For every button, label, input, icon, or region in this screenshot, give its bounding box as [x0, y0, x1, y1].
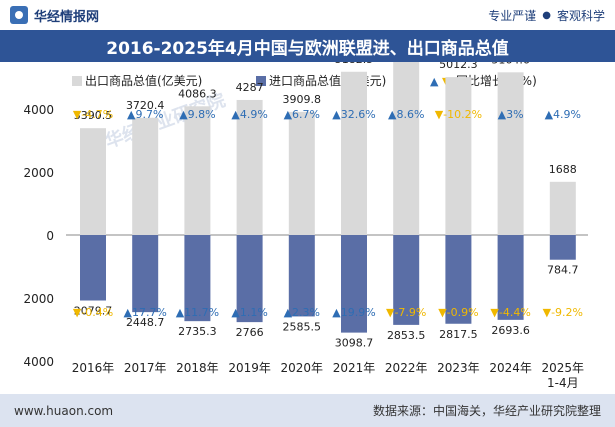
import-growth-label: ▼-0.9% [438, 306, 478, 319]
import-value-label: 2766 [236, 326, 264, 339]
y-tick-label: 4000 [23, 355, 54, 369]
export-growth-label: ▲9.8% [179, 108, 215, 121]
x-category-label: 2016年 [72, 361, 115, 375]
brand-logo-icon [10, 6, 28, 24]
import-bar [393, 235, 420, 325]
chart-title: 2016-2025年4月中国与欧洲联盟进、出口商品总值 [106, 38, 509, 59]
legend-export-swatch [72, 76, 82, 86]
import-value-label: 2585.5 [283, 320, 322, 333]
import-bar [445, 235, 472, 324]
y-tick-label: 0 [46, 229, 54, 243]
y-tick-label: 2000 [23, 292, 54, 306]
y-tick-label: 2000 [23, 166, 54, 180]
export-value-label: 3720.4 [126, 99, 165, 112]
legend-export-label: 出口商品总值(亿美元) [85, 73, 202, 88]
export-growth-label: ▼-10.2% [435, 108, 482, 121]
legend-up-triangle: ▲ [430, 75, 439, 88]
footer-source: 数据来源：中国海关，华经产业研究院整理 [372, 404, 601, 418]
import-value-label: 2079.7 [74, 305, 113, 318]
legend-import-label: 进口商品总值(亿美元) [269, 73, 386, 88]
import-growth-label: ▲17.7% [123, 306, 166, 319]
separator-dot: ● [542, 9, 551, 21]
import-value-label: 2853.5 [387, 329, 426, 342]
export-bar [445, 77, 472, 235]
import-bar [288, 235, 315, 317]
import-bar [132, 235, 159, 313]
import-value-label: 2693.6 [491, 324, 530, 337]
export-bar [497, 72, 524, 236]
chart: 出口商品总值(亿美元)进口商品总值(亿美元)▲▼同比增长率(%)80006000… [23, 62, 588, 390]
x-category-label: 2023年 [437, 361, 480, 375]
export-bar [184, 106, 211, 235]
top-bar: 华经情报网 专业严谨 ● 客观科学 [0, 0, 615, 30]
x-category-label: 2021年 [333, 361, 376, 375]
brand: 华经情报网 [10, 6, 99, 25]
export-value-label: 3909.8 [283, 93, 322, 106]
export-bar [549, 181, 576, 235]
footer: www.huaon.com 数据来源：中国海关，华经产业研究院整理 [0, 394, 615, 427]
export-growth-label: ▲4.9% [545, 108, 581, 121]
export-growth-label: ▼-4.7% [73, 108, 113, 121]
tag-objective: 客观科学 [556, 8, 605, 23]
export-bar [236, 99, 263, 235]
export-value-label: 5164.6 [491, 62, 530, 66]
brand-name: 华经情报网 [34, 9, 100, 25]
footer-url[interactable]: www.huaon.com [14, 403, 114, 418]
import-bar [236, 235, 263, 323]
x-category-label: 2024年 [489, 361, 532, 375]
export-bar [393, 62, 420, 236]
export-bar [132, 117, 159, 235]
import-value-label: 3098.7 [335, 337, 374, 350]
import-value-label: 784.7 [547, 264, 579, 277]
title-bar: 2016-2025年4月中国与欧洲联盟进、出口商品总值 [0, 30, 615, 62]
export-growth-label: ▲9.7% [127, 108, 163, 121]
x-category-label: 2019年 [228, 361, 271, 375]
import-growth-label: ▲11.7% [176, 306, 219, 319]
import-value-label: 2735.3 [178, 325, 217, 338]
import-bar [184, 235, 211, 322]
x-category-label: 1-4月 [547, 376, 579, 390]
import-growth-label: ▲19.9% [332, 306, 375, 319]
export-growth-label: ▲4.9% [231, 108, 267, 121]
export-bar [80, 128, 106, 235]
import-growth-label: ▼-0.4% [73, 306, 113, 319]
import-growth-label: ▼-4.4% [490, 306, 530, 319]
import-bar [341, 235, 367, 333]
export-growth-label: ▲32.6% [332, 108, 375, 121]
export-growth-label: ▲3% [498, 108, 524, 121]
export-value-label: 4287 [236, 81, 264, 94]
import-growth-label: ▲2.3% [284, 306, 320, 319]
x-category-label: 2020年 [281, 361, 324, 375]
import-growth-label: ▼-7.9% [386, 306, 426, 319]
import-value-label: 2817.5 [439, 328, 478, 341]
header-tags: 专业严谨 ● 客观科学 [488, 7, 605, 24]
x-category-label: 2018年 [176, 361, 219, 375]
export-value-label: 5012.3 [439, 62, 478, 71]
import-value-label: 2448.7 [126, 316, 165, 329]
export-growth-label: ▲8.6% [388, 108, 424, 121]
export-value-label: 5182.5 [335, 62, 374, 66]
export-bar [341, 71, 367, 235]
import-bar [497, 235, 524, 320]
export-value-label: 3390.5 [74, 109, 113, 122]
export-bar [288, 111, 315, 235]
x-category-label: 2025年 [542, 361, 585, 375]
x-category-label: 2017年 [124, 361, 167, 375]
import-growth-label: ▼-9.2% [543, 306, 583, 319]
y-tick-label: 4000 [23, 103, 54, 117]
import-bar [549, 235, 576, 260]
export-value-label: 4086.3 [178, 87, 217, 100]
x-category-label: 2022年 [385, 361, 428, 375]
export-value-label: 1688 [549, 163, 577, 176]
tag-professional: 专业严谨 [488, 8, 537, 23]
import-bar [80, 235, 106, 301]
export-growth-label: ▲6.7% [284, 108, 320, 121]
import-growth-label: ▲1.1% [231, 306, 267, 319]
legend-import-swatch [256, 76, 266, 86]
